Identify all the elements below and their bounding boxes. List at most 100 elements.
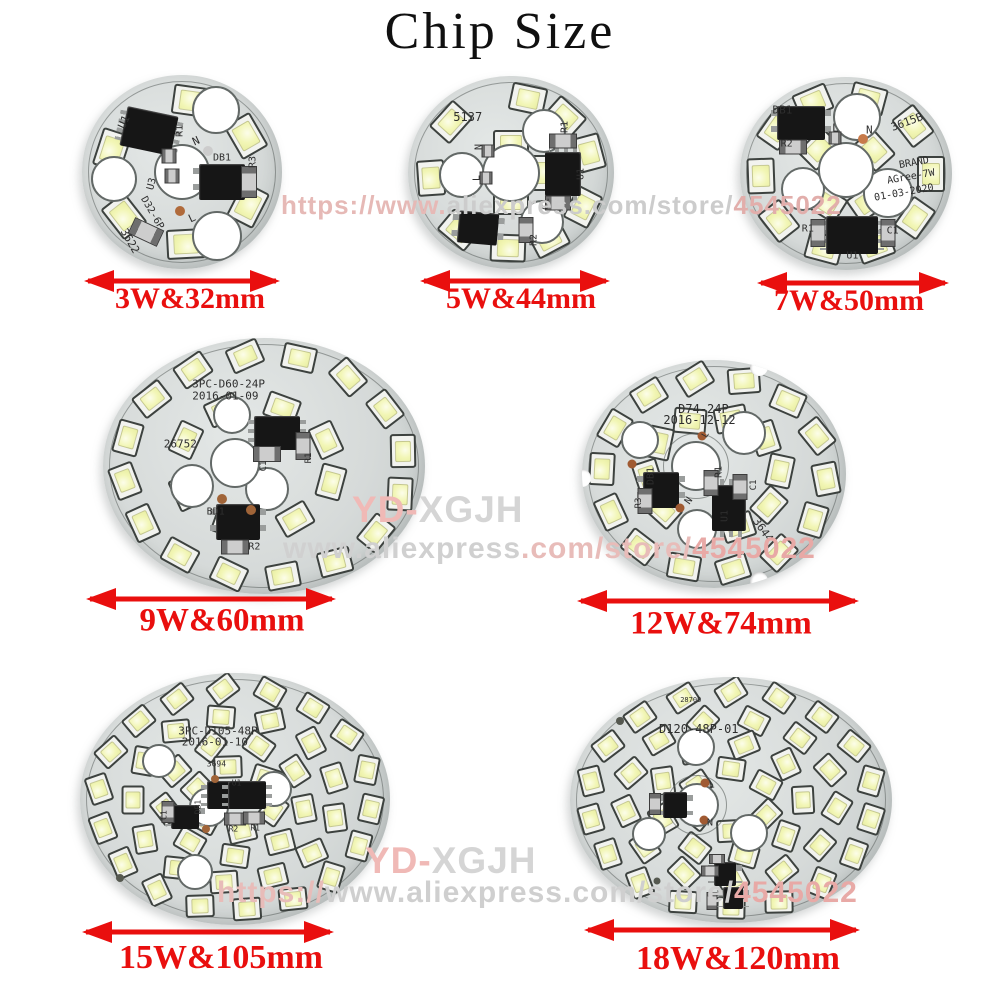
silkscreen-text: 5137 xyxy=(453,109,483,124)
silkscreen-text: 3694 xyxy=(206,759,227,769)
smd-passive xyxy=(649,792,662,815)
smd-passive xyxy=(253,446,282,463)
smd-led xyxy=(389,433,416,468)
silkscreen-text: R1 xyxy=(174,125,186,138)
watermark-url-row2: www.aliexpress.com/store/4545022 xyxy=(283,532,816,565)
watermark-url-row3: https://www.aliexpress.com/store/4545022 xyxy=(217,876,858,909)
smd-led xyxy=(121,785,145,815)
silkscreen-text: 26752 xyxy=(163,437,197,451)
solder-dot xyxy=(615,717,624,726)
silkscreen-text: 2016-01-10 xyxy=(181,735,248,749)
ic-chip xyxy=(656,791,693,818)
solder-dot xyxy=(217,494,228,505)
ic-chip xyxy=(222,781,273,810)
silkscreen-text: DB1 xyxy=(772,103,793,117)
watermark-text: https://www. xyxy=(281,190,447,220)
led-pcb-7w-50mm: DB1 R2 L N 3615B BRAND AGree-7W 01-03-2020 R1 U1 C… xyxy=(740,77,952,270)
size-label: 12W&74mm xyxy=(630,605,812,642)
smd-passive xyxy=(479,171,493,185)
silkscreen-text: DB1 xyxy=(212,152,232,164)
led-pcb-5w-44mm: 5137 R1 N L U1 C1 R2 xyxy=(408,76,614,269)
arrow-bar xyxy=(86,929,330,935)
solder-dot xyxy=(627,459,637,469)
silkscreen-text: R1 xyxy=(713,465,725,478)
solder-dot xyxy=(697,431,707,441)
watermark-text: YD- xyxy=(352,489,419,530)
ic-chip xyxy=(771,106,832,141)
smd-passive xyxy=(481,144,495,158)
ic-chip xyxy=(247,415,306,450)
silkscreen-text: R2 xyxy=(780,138,793,150)
solder-dot xyxy=(700,778,710,788)
edge-notch xyxy=(750,572,769,588)
center-hole xyxy=(210,438,261,489)
solder-dot xyxy=(175,205,185,216)
smd-passive xyxy=(545,195,572,211)
silkscreen-text: C1 xyxy=(886,225,899,237)
edge-notch xyxy=(582,468,592,487)
solder-dot xyxy=(857,133,868,144)
mounting-hole xyxy=(780,166,825,211)
mounting-hole xyxy=(722,410,767,455)
silkscreen-text: R3 xyxy=(633,497,644,508)
smd-led xyxy=(131,822,159,855)
ic-chip xyxy=(820,216,885,255)
arrow-bar xyxy=(588,927,856,933)
silkscreen-text: 2016-12-12 xyxy=(663,413,736,428)
smd-led xyxy=(588,452,616,487)
edge-notch xyxy=(750,360,769,376)
silkscreen-text: N xyxy=(473,144,485,151)
mounting-hole xyxy=(91,155,137,202)
smd-passive xyxy=(161,148,177,164)
mounting-hole xyxy=(212,395,251,434)
smd-led xyxy=(321,801,349,834)
silkscreen-text: C1 xyxy=(748,479,759,491)
silkscreen-text: L xyxy=(708,779,715,791)
silkscreen-text: L xyxy=(832,121,839,135)
arrow-bar xyxy=(424,278,606,284)
ic-chip xyxy=(193,163,251,200)
center-hole xyxy=(818,141,874,198)
pcb-edge-ring xyxy=(746,83,946,264)
silkscreen-text: R3 xyxy=(247,156,259,169)
smd-passive xyxy=(701,865,720,877)
smd-passive xyxy=(880,219,896,248)
watermark-text: https:// xyxy=(217,876,325,909)
mounting-hole xyxy=(192,85,240,134)
dimension-arrow xyxy=(577,589,859,613)
silkscreen-text: 3PC-D60-24P xyxy=(192,377,266,391)
silkscreen-text: U1 xyxy=(719,510,731,523)
watermark-url-row1: https://www.aliexpress.com/store/4545022 xyxy=(281,190,842,220)
arrow-bar xyxy=(761,280,945,286)
smd-passive xyxy=(161,800,175,823)
led-pcb-9w-60mm: 3PC-D60-24P 2016-01-09 26752 C1 R1 BD1 R2 xyxy=(103,338,425,594)
smd-passive xyxy=(810,219,826,248)
smd-passive xyxy=(637,488,653,515)
dimension-arrow xyxy=(82,920,334,944)
mounting-hole xyxy=(676,728,715,767)
solder-dot xyxy=(699,815,709,825)
silkscreen-text: DB1 xyxy=(645,467,657,486)
silkscreen-text: 3PC-D105-48P xyxy=(178,724,258,738)
silkscreen-text: 2016-01-09 xyxy=(192,389,259,403)
smd-passive xyxy=(548,133,577,149)
smd-passive xyxy=(703,470,719,497)
smd-led xyxy=(715,755,747,783)
watermark-text: YD- xyxy=(365,840,432,881)
led-pcb-3w-32mm: U1 R1 N DB1 R3 U3 D32-6P L 3622 xyxy=(82,75,282,269)
silkscreen-text: C1 xyxy=(259,460,269,472)
silkscreen-text: R2 xyxy=(528,234,540,247)
mounting-hole xyxy=(192,211,242,262)
smd-passive xyxy=(779,139,807,155)
dimension-arrow xyxy=(86,587,336,611)
solder-dot xyxy=(201,825,210,834)
watermark-brand-row3: YD-XGJH xyxy=(365,840,537,881)
smd-passive xyxy=(241,165,257,198)
silkscreen-text: N xyxy=(866,123,873,137)
ic-chip xyxy=(716,887,749,910)
silkscreen-text: R1 xyxy=(304,452,315,464)
mounting-hole xyxy=(631,817,666,852)
silkscreen-text: R1 xyxy=(801,223,814,235)
silkscreen-text: C1 xyxy=(159,810,169,821)
led-pcb-18w-120mm: D120-48P-01 28700 L N xyxy=(570,677,892,923)
